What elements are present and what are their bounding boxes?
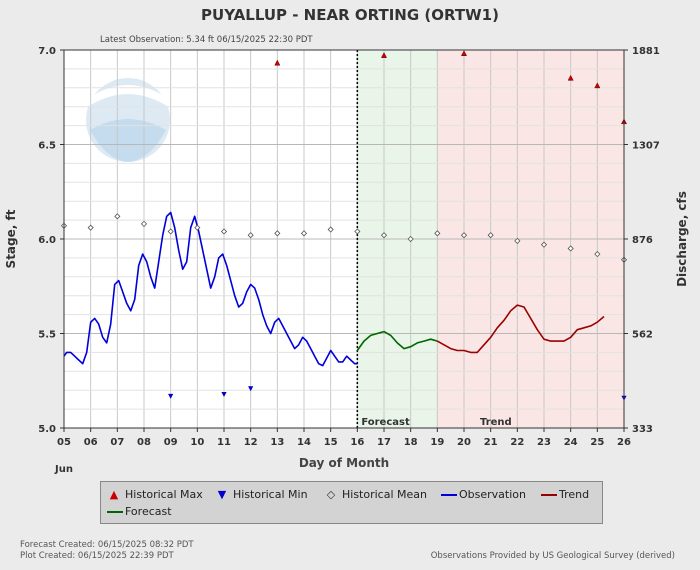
historical-min-point xyxy=(221,391,227,397)
noaa-logo-wave xyxy=(90,119,166,162)
historical-mean-point xyxy=(487,232,494,239)
latest-observation: Latest Observation: 5.34 ft 06/15/2025 2… xyxy=(100,35,313,45)
x-tick-label: 14 xyxy=(297,437,311,448)
x-tick-label: 09 xyxy=(164,437,178,448)
historical-mean-point xyxy=(540,241,548,248)
y2-tick-label: 1307 xyxy=(632,141,660,152)
plot-created: Plot Created: 06/15/2025 22:39 PDT xyxy=(20,551,174,561)
x-tick-label: 22 xyxy=(510,437,524,448)
legend-forecast: Forecast xyxy=(107,505,172,518)
triangle-down-icon: ▼ xyxy=(217,488,227,501)
historical-mean-point xyxy=(140,220,148,227)
x-tick-label: 11 xyxy=(217,437,231,448)
historical-max-point xyxy=(567,74,574,81)
x-tick-label: 10 xyxy=(190,437,204,448)
line-icon xyxy=(441,488,457,501)
historical-max-point xyxy=(274,59,281,66)
x-tick-label: 05 xyxy=(57,437,71,448)
historical-min-point xyxy=(168,393,174,399)
legend-historical-mean: ◇ Historical Mean xyxy=(324,488,427,501)
legend-historical-max: ▲ Historical Max xyxy=(107,488,203,501)
triangle-up-icon: ▲ xyxy=(109,488,119,501)
historical-mean-point xyxy=(460,232,468,239)
historical-mean-point xyxy=(114,213,121,220)
y-tick-label: 6.0 xyxy=(38,235,56,246)
line-icon xyxy=(541,488,557,501)
historical-mean-point xyxy=(167,228,174,235)
noaa-logo-watermark xyxy=(86,78,170,162)
series-observation-line xyxy=(63,211,358,367)
y2-axis-title: Discharge, cfs xyxy=(675,191,689,287)
x-tick-label: 06 xyxy=(84,437,98,448)
data-provider: Observations Provided by US Geological S… xyxy=(430,551,675,561)
x-tick-label: 19 xyxy=(430,437,444,448)
x-tick-label: 25 xyxy=(590,437,604,448)
historical-max-point xyxy=(380,52,388,58)
legend-label: Historical Mean xyxy=(342,488,427,501)
historical-max-point xyxy=(460,50,468,57)
series-forecast-line xyxy=(356,330,438,351)
x-axis-title: Day of Month xyxy=(299,456,389,470)
y2-tick-label: 876 xyxy=(632,235,653,246)
historical-mean-point xyxy=(300,230,308,237)
historical-mean-point xyxy=(87,224,94,231)
y2-tick-label: 562 xyxy=(632,330,653,341)
historical-mean-point xyxy=(274,230,281,237)
legend-label: Observation xyxy=(459,488,526,501)
legend-label: Historical Min xyxy=(233,488,308,501)
historical-mean-point xyxy=(514,237,521,244)
diamond-icon: ◇ xyxy=(326,488,336,501)
historical-min-point xyxy=(248,386,254,392)
x-tick-label: 16 xyxy=(350,437,364,448)
y-tick-label: 7.0 xyxy=(38,46,56,57)
legend-label: Historical Max xyxy=(125,488,203,501)
x-tick-label: 17 xyxy=(377,437,391,448)
x-tick-label: 26 xyxy=(617,437,631,448)
trend-region-label: Trend xyxy=(480,417,512,428)
legend: ▲ Historical Max ▼ Historical Min ◇ Histori… xyxy=(100,481,603,524)
x-tick-label: 13 xyxy=(270,437,284,448)
month-label: Jun xyxy=(54,464,73,475)
historical-max-point xyxy=(594,82,601,89)
x-tick-label: 21 xyxy=(484,437,498,448)
legend-historical-min: ▼ Historical Min xyxy=(215,488,308,501)
legend-label: Forecast xyxy=(125,505,172,518)
x-tick-label: 08 xyxy=(137,437,151,448)
legend-observation: Observation xyxy=(441,488,526,501)
historical-mean-point xyxy=(380,232,388,239)
x-tick-label: 12 xyxy=(244,437,258,448)
historical-mean-point xyxy=(354,228,361,235)
y-tick-label: 5.0 xyxy=(38,424,56,435)
series-trend-line xyxy=(436,304,605,354)
plot-area: 05 06 07 08 09 10 11 12 13 14 15 16 17 18 19 20 21 22 23 24… xyxy=(4,46,689,475)
y-tick-label: 5.5 xyxy=(38,330,56,341)
forecast-created: Forecast Created: 06/15/2025 08:32 PDT xyxy=(20,540,194,550)
y2-tick-label: 1881 xyxy=(632,46,660,57)
x-tick-label: 18 xyxy=(404,437,418,448)
x-tick-label: 23 xyxy=(537,437,551,448)
historical-mean-point xyxy=(567,245,574,252)
y-axis-title: Stage, ft xyxy=(4,209,18,268)
noaa-logo-circle xyxy=(86,78,170,162)
historical-mean-point xyxy=(327,226,334,233)
x-tick-label: 07 xyxy=(110,437,124,448)
chart-title: PUYALLUP - NEAR ORTING (ORTW1) xyxy=(201,6,499,24)
noaa-logo-bird xyxy=(86,85,170,108)
x-tick-label: 15 xyxy=(324,437,338,448)
y2-tick-label: 333 xyxy=(632,424,653,435)
historical-mean-point xyxy=(594,251,601,258)
legend-label: Trend xyxy=(559,488,590,501)
legend-trend: Trend xyxy=(541,488,589,501)
historical-mean-point xyxy=(194,224,201,231)
line-icon xyxy=(107,505,123,518)
historical-mean-point xyxy=(434,230,441,237)
historical-mean-point xyxy=(247,232,254,239)
x-tick-label: 20 xyxy=(457,437,471,448)
y-tick-label: 6.5 xyxy=(38,141,56,152)
historical-mean-point xyxy=(220,228,228,235)
forecast-region-label: Forecast xyxy=(361,417,410,428)
x-tick-label: 24 xyxy=(564,437,578,448)
historical-mean-point xyxy=(407,235,414,243)
